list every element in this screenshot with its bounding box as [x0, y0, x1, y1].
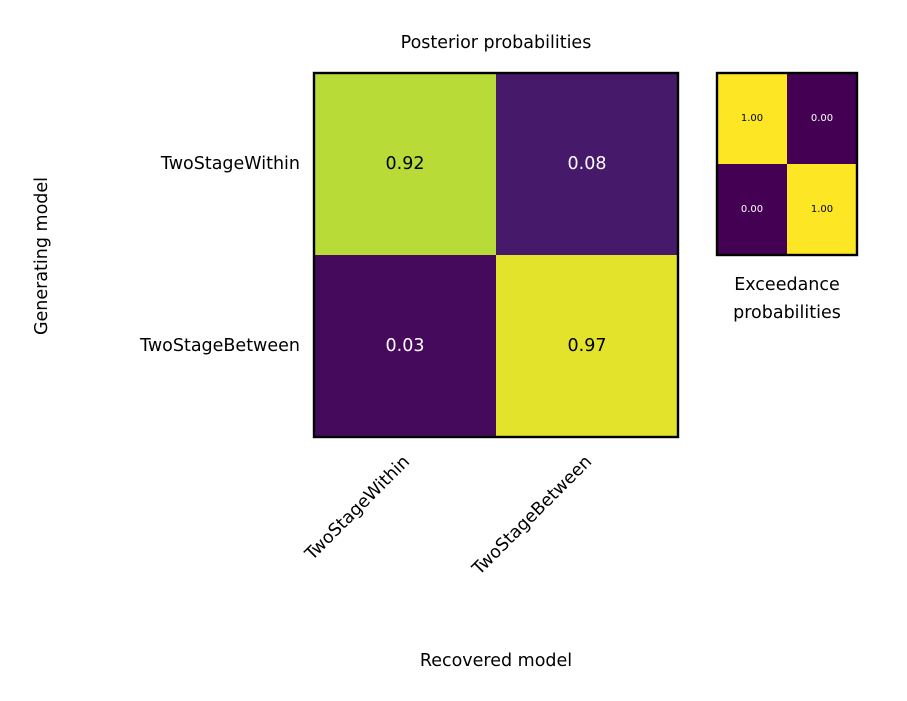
side-cell-label-r1-c1: 1.00	[811, 204, 833, 215]
main-title: Posterior probabilities	[401, 33, 592, 53]
side-cell-r0-c0	[717, 73, 788, 165]
main-cell-r1-c1	[496, 255, 679, 438]
main-heatmap-frame	[312, 71, 680, 439]
main-cell-r0-c0	[314, 73, 497, 256]
side-cell-label-r1-c0: 0.00	[741, 204, 763, 215]
main-cell-label-r1-c1: 0.97	[568, 336, 607, 356]
main-cell-label-r0-c1: 0.08	[568, 154, 607, 174]
side-cell-r1-c1	[787, 164, 858, 256]
side-title-line-2: probabilities	[733, 303, 841, 323]
main-cell-r1-c0	[314, 255, 497, 438]
side-cell-r0-c1	[787, 73, 858, 165]
x-axis-label: Recovered model	[420, 651, 572, 671]
x-tick-label-0: TwoStageWithin	[301, 452, 414, 565]
x-tick-label-1: TwoStageBetween	[468, 452, 596, 580]
main-cell-label-r1-c0: 0.03	[386, 336, 425, 356]
side-heatmap-frame	[715, 71, 859, 257]
main-cell-label-r0-c0: 0.92	[386, 154, 425, 174]
side-title-line-1: Exceedance	[734, 275, 840, 295]
side-cell-label-r0-c1: 0.00	[811, 113, 833, 124]
y-tick-label-0: TwoStageWithin	[160, 154, 300, 174]
y-axis-label: Generating model	[32, 177, 52, 335]
side-cell-label-r0-c0: 1.00	[741, 113, 763, 124]
side-cell-r1-c0	[717, 164, 788, 256]
y-tick-label-1: TwoStageBetween	[139, 336, 300, 356]
main-cell-r0-c1	[496, 73, 679, 256]
